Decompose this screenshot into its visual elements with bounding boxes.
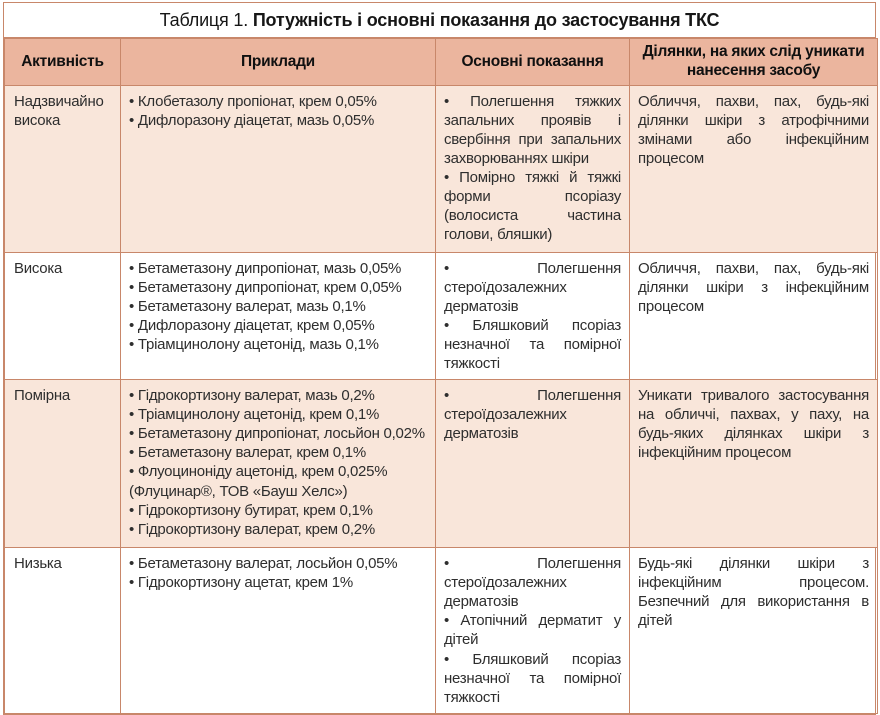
bullet-item: Дифлоразону діацетат, крем 0,05%	[129, 316, 427, 335]
examples-cell: Гідрокортизону валерат, мазь 0,2%Тріамци…	[120, 379, 436, 549]
tks-table: Активність Приклади Основні показання Ді…	[4, 38, 878, 714]
table-body: Надзвичайно високаКлобетазолу пропіонат,…	[4, 85, 878, 714]
examples-cell: Клобетазолу пропіонат, крем 0,05%Дифлора…	[120, 85, 436, 253]
activity-cell: Надзвичайно висока	[4, 85, 121, 253]
tks-table-container: Таблиця 1. Потужність і основні показанн…	[3, 2, 878, 715]
bullet-item: Полегшення стероїдозалежних дерматозів	[444, 554, 621, 611]
bullet-item: Гідрокортизону валерат, крем 0,2%	[129, 520, 427, 539]
header-examples: Приклади	[120, 38, 436, 86]
table-row: НизькаБетаметазону валерат, лосьйон 0,05…	[4, 547, 878, 714]
bullet-item: Гідрокортизону ацетат, крем 1%	[129, 573, 427, 592]
avoid-areas-cell: Обличчя, пахви, пах, будь-які ділянки шк…	[629, 85, 878, 253]
indications-cell: Полегшення стероїдозалежних дерматозів	[435, 379, 630, 549]
indications-cell: Полегшення стероїдозалежних дерматозівАт…	[435, 547, 630, 714]
bullet-item: Атопічний дерматит у дітей	[444, 611, 621, 649]
bullet-item: Тріамцинолону ацетонід, мазь 0,1%	[129, 335, 427, 354]
table-title-main: Потужність і основні показання до застос…	[252, 10, 720, 30]
bullet-item: Бетаметазону дипропіонат, мазь 0,05%	[129, 259, 427, 278]
indications-cell: Полегшення стероїдозалежних дерматозівБл…	[435, 251, 630, 381]
avoid-areas-cell: Обличчя, пахви, пах, будь-які ділянки шк…	[629, 251, 878, 381]
activity-cell: Висока	[4, 251, 121, 381]
bullet-item: Тріамцинолону ацетонід, крем 0,1%	[129, 405, 427, 424]
bullet-item: Клобетазолу пропіонат, крем 0,05%	[129, 92, 427, 111]
header-indications: Основні показання	[435, 38, 630, 86]
bullet-item: Бетаметазону дипропіонат, крем 0,05%	[129, 278, 427, 297]
activity-cell: Помірна	[4, 379, 121, 549]
bullet-item: Бетаметазону валерат, мазь 0,1%	[129, 297, 427, 316]
header-activity: Активність	[4, 38, 121, 86]
table-row: ВисокаБетаметазону дипропіонат, мазь 0,0…	[4, 251, 878, 381]
bullet-item: Помірно тяжкі й тяжкі форми псоріазу (во…	[444, 168, 621, 244]
bullet-item: Полегшення стероїдозалежних дерматозів	[444, 259, 621, 316]
examples-cell: Бетаметазону валерат, лосьйон 0,05%Гідро…	[120, 547, 436, 714]
table-title: Таблиця 1. Потужність і основні показанн…	[4, 3, 875, 38]
avoid-areas-cell: Будь-які ділянки шкіри з інфекційним про…	[629, 547, 878, 714]
avoid-areas-cell: Уникати тривалого застосування на обличч…	[629, 379, 878, 549]
table-row: Надзвичайно високаКлобетазолу пропіонат,…	[4, 85, 878, 253]
bullet-item: Гідрокортизону валерат, мазь 0,2%	[129, 386, 427, 405]
bullet-item: Бетаметазону валерат, крем 0,1%	[129, 443, 427, 462]
header-avoid-areas: Ділянки, на яких слід уникати нанесення …	[629, 38, 878, 86]
bullet-item: Бляшковий псоріаз незначної та помірної …	[444, 650, 621, 707]
header-row: Активність Приклади Основні показання Ді…	[4, 38, 878, 86]
indications-cell: Полегшення тяжких запальних проявів і св…	[435, 85, 630, 253]
bullet-item: Полегшення стероїдозалежних дерматозів	[444, 386, 621, 443]
page: { "colors": { "border": "#c8876a", "head…	[0, 0, 880, 685]
bullet-item: Дифлоразону діацетат, мазь 0,05%	[129, 111, 427, 130]
bullet-item: Бляшковий псоріаз незначної та помірної …	[444, 316, 621, 373]
table-row: ПомірнаГідрокортизону валерат, мазь 0,2%…	[4, 379, 878, 549]
table-title-prefix: Таблиця 1.	[159, 10, 249, 30]
activity-cell: Низька	[4, 547, 121, 714]
bullet-item: Гідрокортизону бутират, крем 0,1%	[129, 501, 427, 520]
bullet-item: Полегшення тяжких запальних проявів і св…	[444, 92, 621, 168]
examples-cell: Бетаметазону дипропіонат, мазь 0,05%Бета…	[120, 251, 436, 381]
bullet-item: Бетаметазону валерат, лосьйон 0,05%	[129, 554, 427, 573]
bullet-item: Бетаметазону дипропіонат, лосьйон 0,02%	[129, 424, 427, 443]
bullet-item: Флуоциноніду ацетонід, крем 0,025% (Флуц…	[129, 462, 427, 500]
